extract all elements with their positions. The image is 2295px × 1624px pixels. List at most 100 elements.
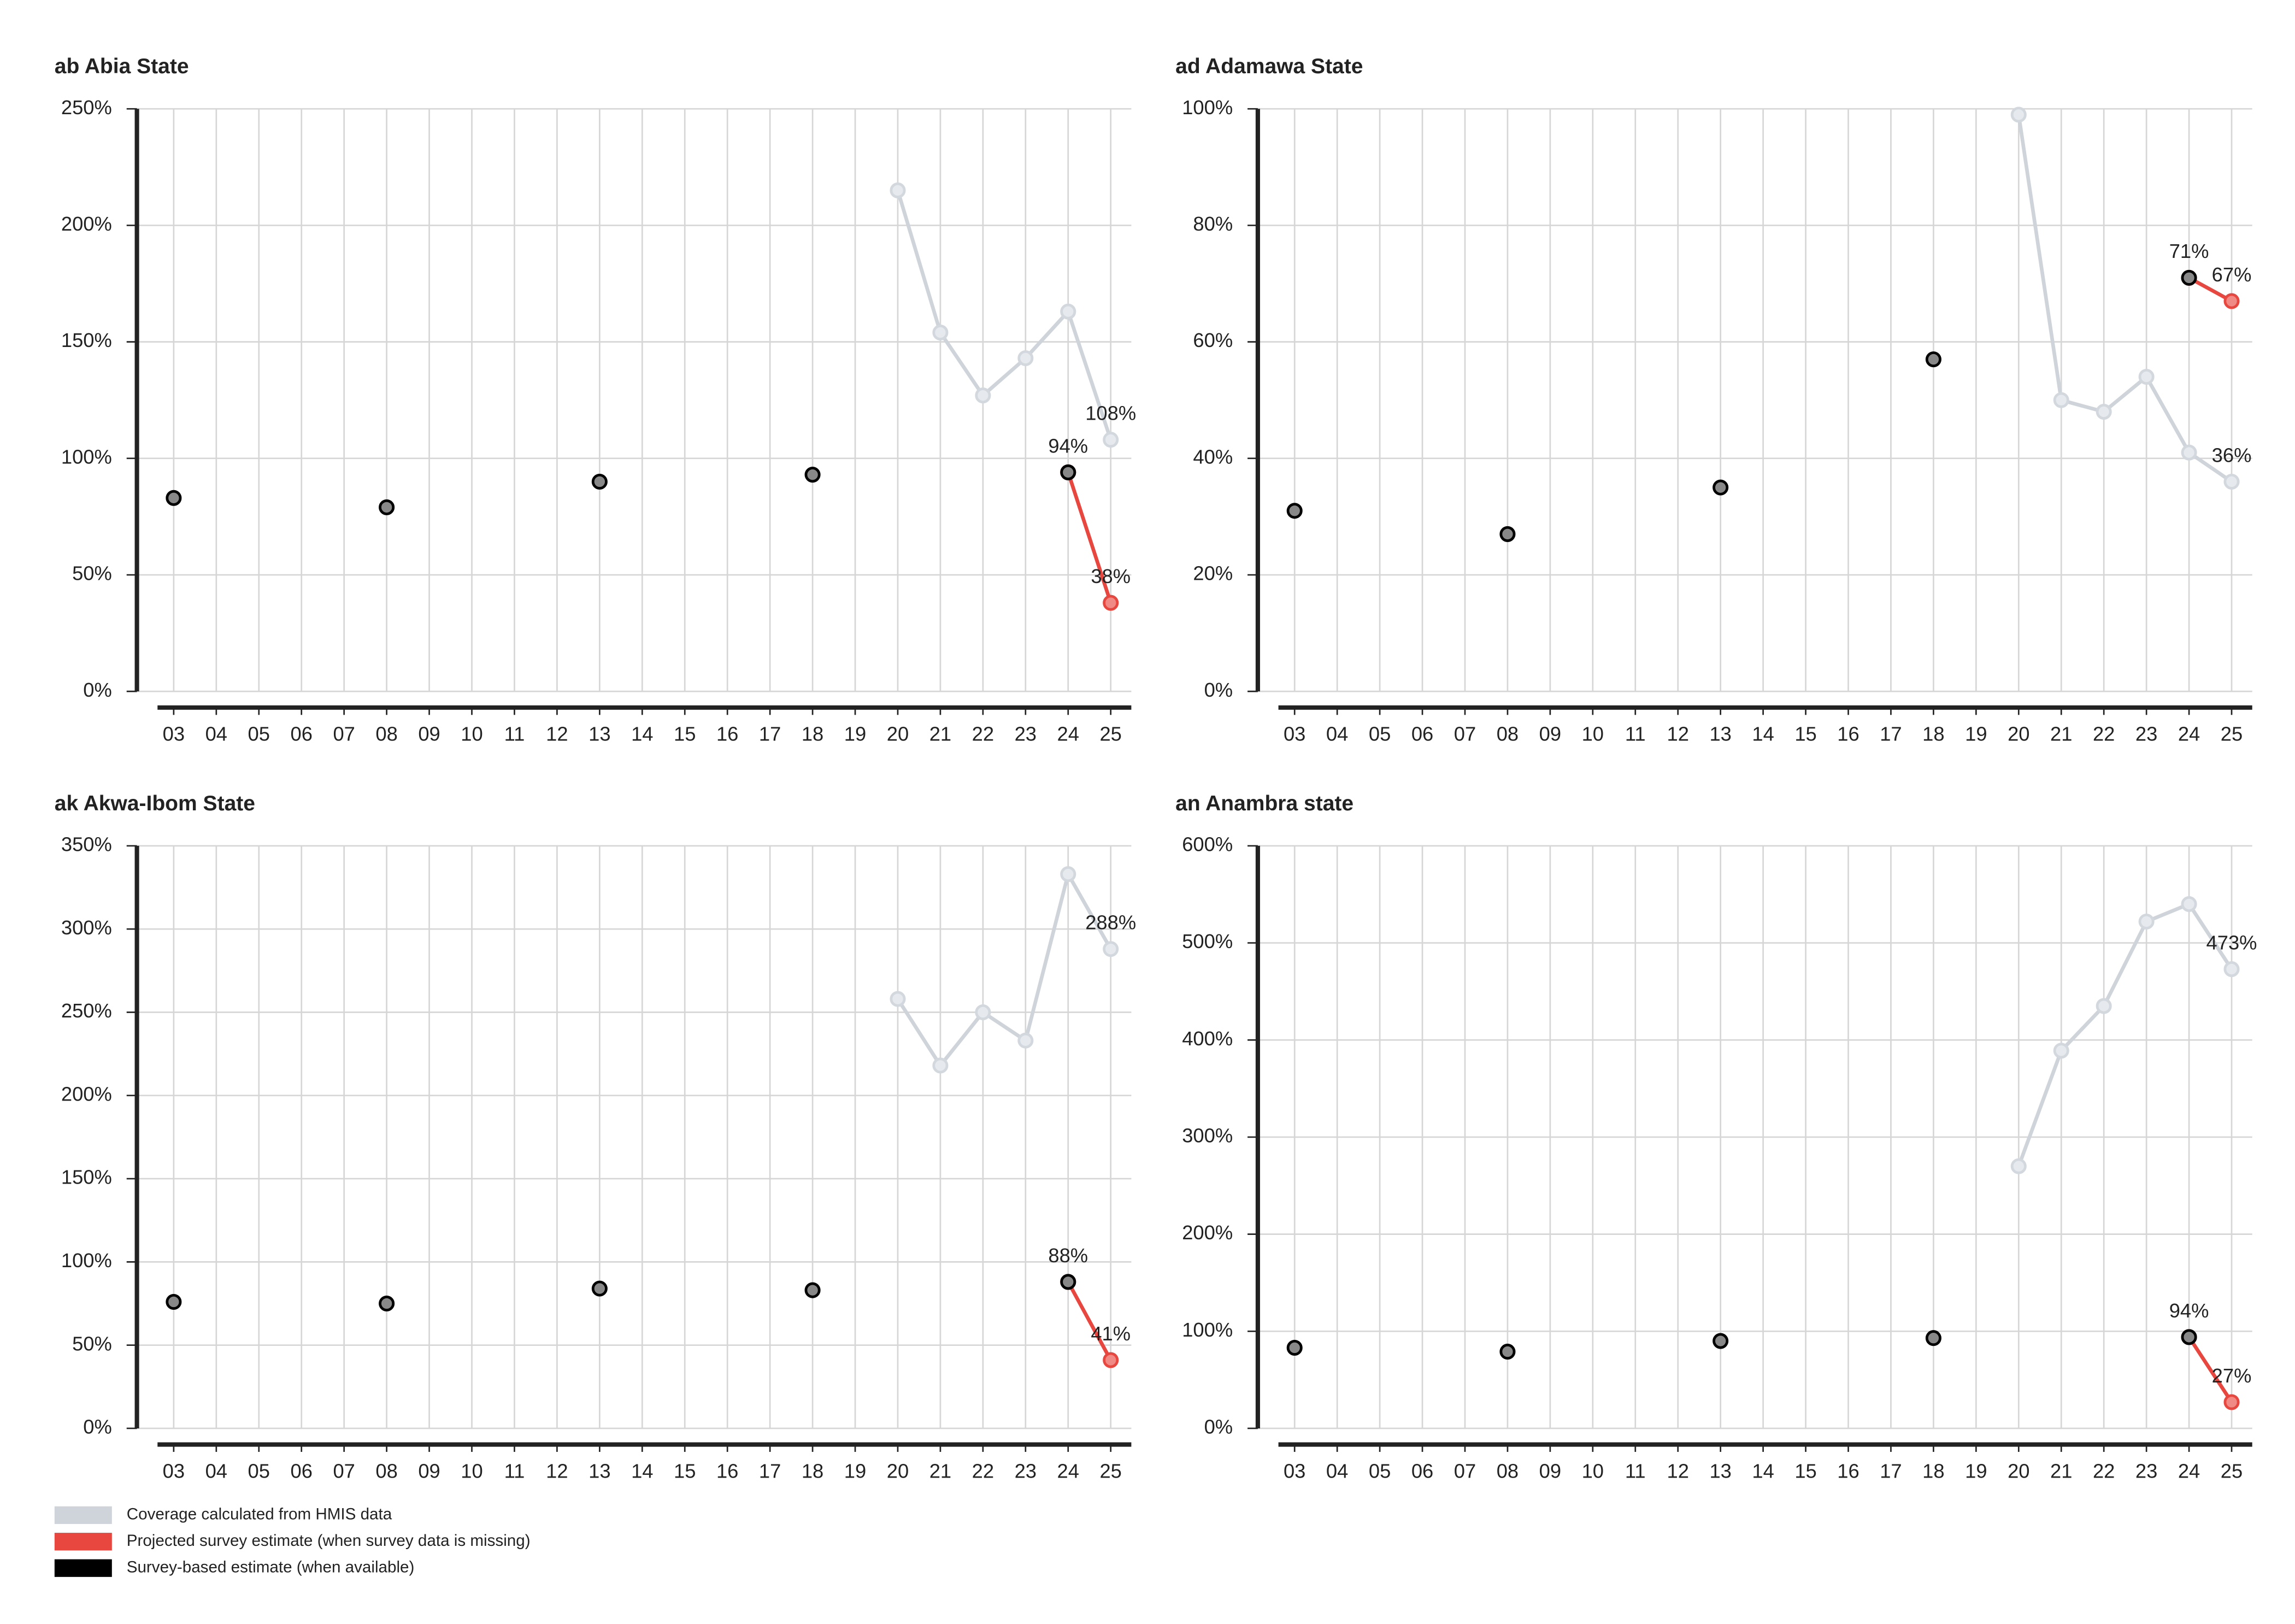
x-tick-label: 24 (1057, 723, 1079, 745)
data-point (975, 387, 991, 404)
series-line (1066, 1281, 1113, 1361)
y-tick-label: 200% (61, 1082, 112, 1105)
data-point (2053, 392, 2069, 408)
data-point (1060, 464, 1076, 480)
x-tick-label: 25 (1099, 1460, 1121, 1482)
data-point (1103, 595, 1119, 611)
data-point (1017, 1032, 1034, 1049)
data-point (591, 473, 608, 490)
x-tick-label: 11 (1625, 1460, 1646, 1482)
x-tick-label: 10 (461, 723, 482, 745)
data-label: 67% (2212, 263, 2252, 286)
x-tick-label: 20 (887, 723, 909, 745)
data-label: 94% (2169, 1299, 2209, 1322)
x-tick-label: 09 (418, 1460, 440, 1482)
series-line (2187, 1336, 2233, 1403)
x-tick-label: 21 (929, 723, 951, 745)
y-tick-label: 500% (1182, 930, 1233, 952)
x-tick-label: 03 (1284, 1460, 1305, 1482)
x-tick-label: 05 (248, 1460, 270, 1482)
x-tick-label: 05 (1369, 723, 1391, 745)
y-tick-label: 300% (1182, 1125, 1233, 1147)
x-tick-label: 08 (375, 723, 397, 745)
data-point (1017, 350, 1034, 367)
data-label: 108% (1085, 402, 1136, 425)
data-point (1060, 866, 1076, 882)
y-tick-label: 100% (61, 1249, 112, 1272)
x-tick-label: 13 (589, 1460, 610, 1482)
x-tick-label: 06 (291, 723, 313, 745)
x-tick-label: 22 (972, 723, 994, 745)
data-point (2181, 269, 2197, 286)
y-tick-label: 60% (1193, 329, 1233, 351)
data-point (2096, 404, 2112, 420)
data-point (2138, 913, 2155, 930)
x-tick-label: 19 (844, 723, 866, 745)
x-tick-label: 21 (2050, 723, 2072, 745)
data-point (1925, 351, 1941, 368)
data-point (1060, 1274, 1076, 1290)
x-tick-label: 07 (333, 1460, 355, 1482)
x-tick-label: 06 (1411, 1460, 1433, 1482)
x-tick-label: 03 (163, 1460, 185, 1482)
chart-title: an Anambra state (1175, 792, 1354, 815)
x-tick-label: 16 (1837, 723, 1859, 745)
data-point (166, 490, 182, 506)
data-label: 71% (2169, 240, 2209, 262)
x-tick-label: 03 (163, 723, 185, 745)
x-tick-label: 16 (1837, 1460, 1859, 1482)
x-tick-label: 15 (1794, 1460, 1816, 1482)
data-point (2053, 1043, 2069, 1059)
x-tick-label: 12 (546, 723, 568, 745)
data-point (166, 1293, 182, 1310)
data-label: 288% (1085, 911, 1136, 934)
x-tick-label: 24 (2178, 1460, 2200, 1482)
data-point (804, 1282, 821, 1298)
x-tick-label: 15 (674, 1460, 696, 1482)
x-tick-label: 17 (1880, 1460, 1902, 1482)
x-tick-label: 24 (2178, 723, 2200, 745)
y-tick-label: 350% (61, 833, 112, 856)
x-tick-label: 20 (2008, 1460, 2029, 1482)
data-point (932, 325, 949, 341)
data-point (975, 1004, 991, 1021)
data-point (2223, 1394, 2240, 1410)
y-tick-label: 150% (61, 329, 112, 351)
x-tick-label: 16 (716, 1460, 738, 1482)
y-tick-label: 0% (83, 679, 112, 701)
data-point (1103, 1352, 1119, 1368)
chart-title: ad Adamawa State (1175, 55, 1363, 78)
x-tick-label: 10 (1582, 1460, 1604, 1482)
x-tick-label: 18 (802, 723, 823, 745)
x-tick-label: 08 (1497, 723, 1519, 745)
y-tick-label: 50% (72, 1332, 112, 1355)
y-tick-label: 0% (1204, 679, 1233, 701)
data-point (1713, 1333, 1729, 1349)
x-tick-label: 09 (1539, 1460, 1561, 1482)
x-tick-label: 14 (631, 1460, 653, 1482)
series-line (2188, 276, 2233, 303)
data-point (1286, 503, 1303, 519)
data-point (379, 1295, 395, 1312)
y-tick-label: 50% (72, 562, 112, 585)
x-tick-label: 17 (1880, 723, 1902, 745)
y-tick-label: 0% (83, 1416, 112, 1438)
x-tick-label: 05 (1369, 1460, 1391, 1482)
series-line (2016, 114, 2233, 484)
x-tick-label: 19 (1965, 723, 1987, 745)
x-tick-label: 08 (375, 1460, 397, 1482)
legend-label: Survey-based estimate (when available) (127, 1558, 415, 1576)
x-tick-label: 12 (1667, 723, 1689, 745)
x-tick-label: 13 (1709, 723, 1731, 745)
y-tick-label: 400% (1182, 1027, 1233, 1050)
x-tick-label: 05 (248, 723, 270, 745)
data-point (2096, 998, 2112, 1014)
x-tick-label: 06 (1411, 723, 1433, 745)
x-tick-label: 25 (2221, 1460, 2243, 1482)
data-label: 27% (2212, 1364, 2252, 1387)
data-point (932, 1057, 949, 1074)
data-point (2010, 107, 2027, 123)
series-line (1066, 472, 1113, 604)
x-tick-label: 14 (1752, 723, 1774, 745)
